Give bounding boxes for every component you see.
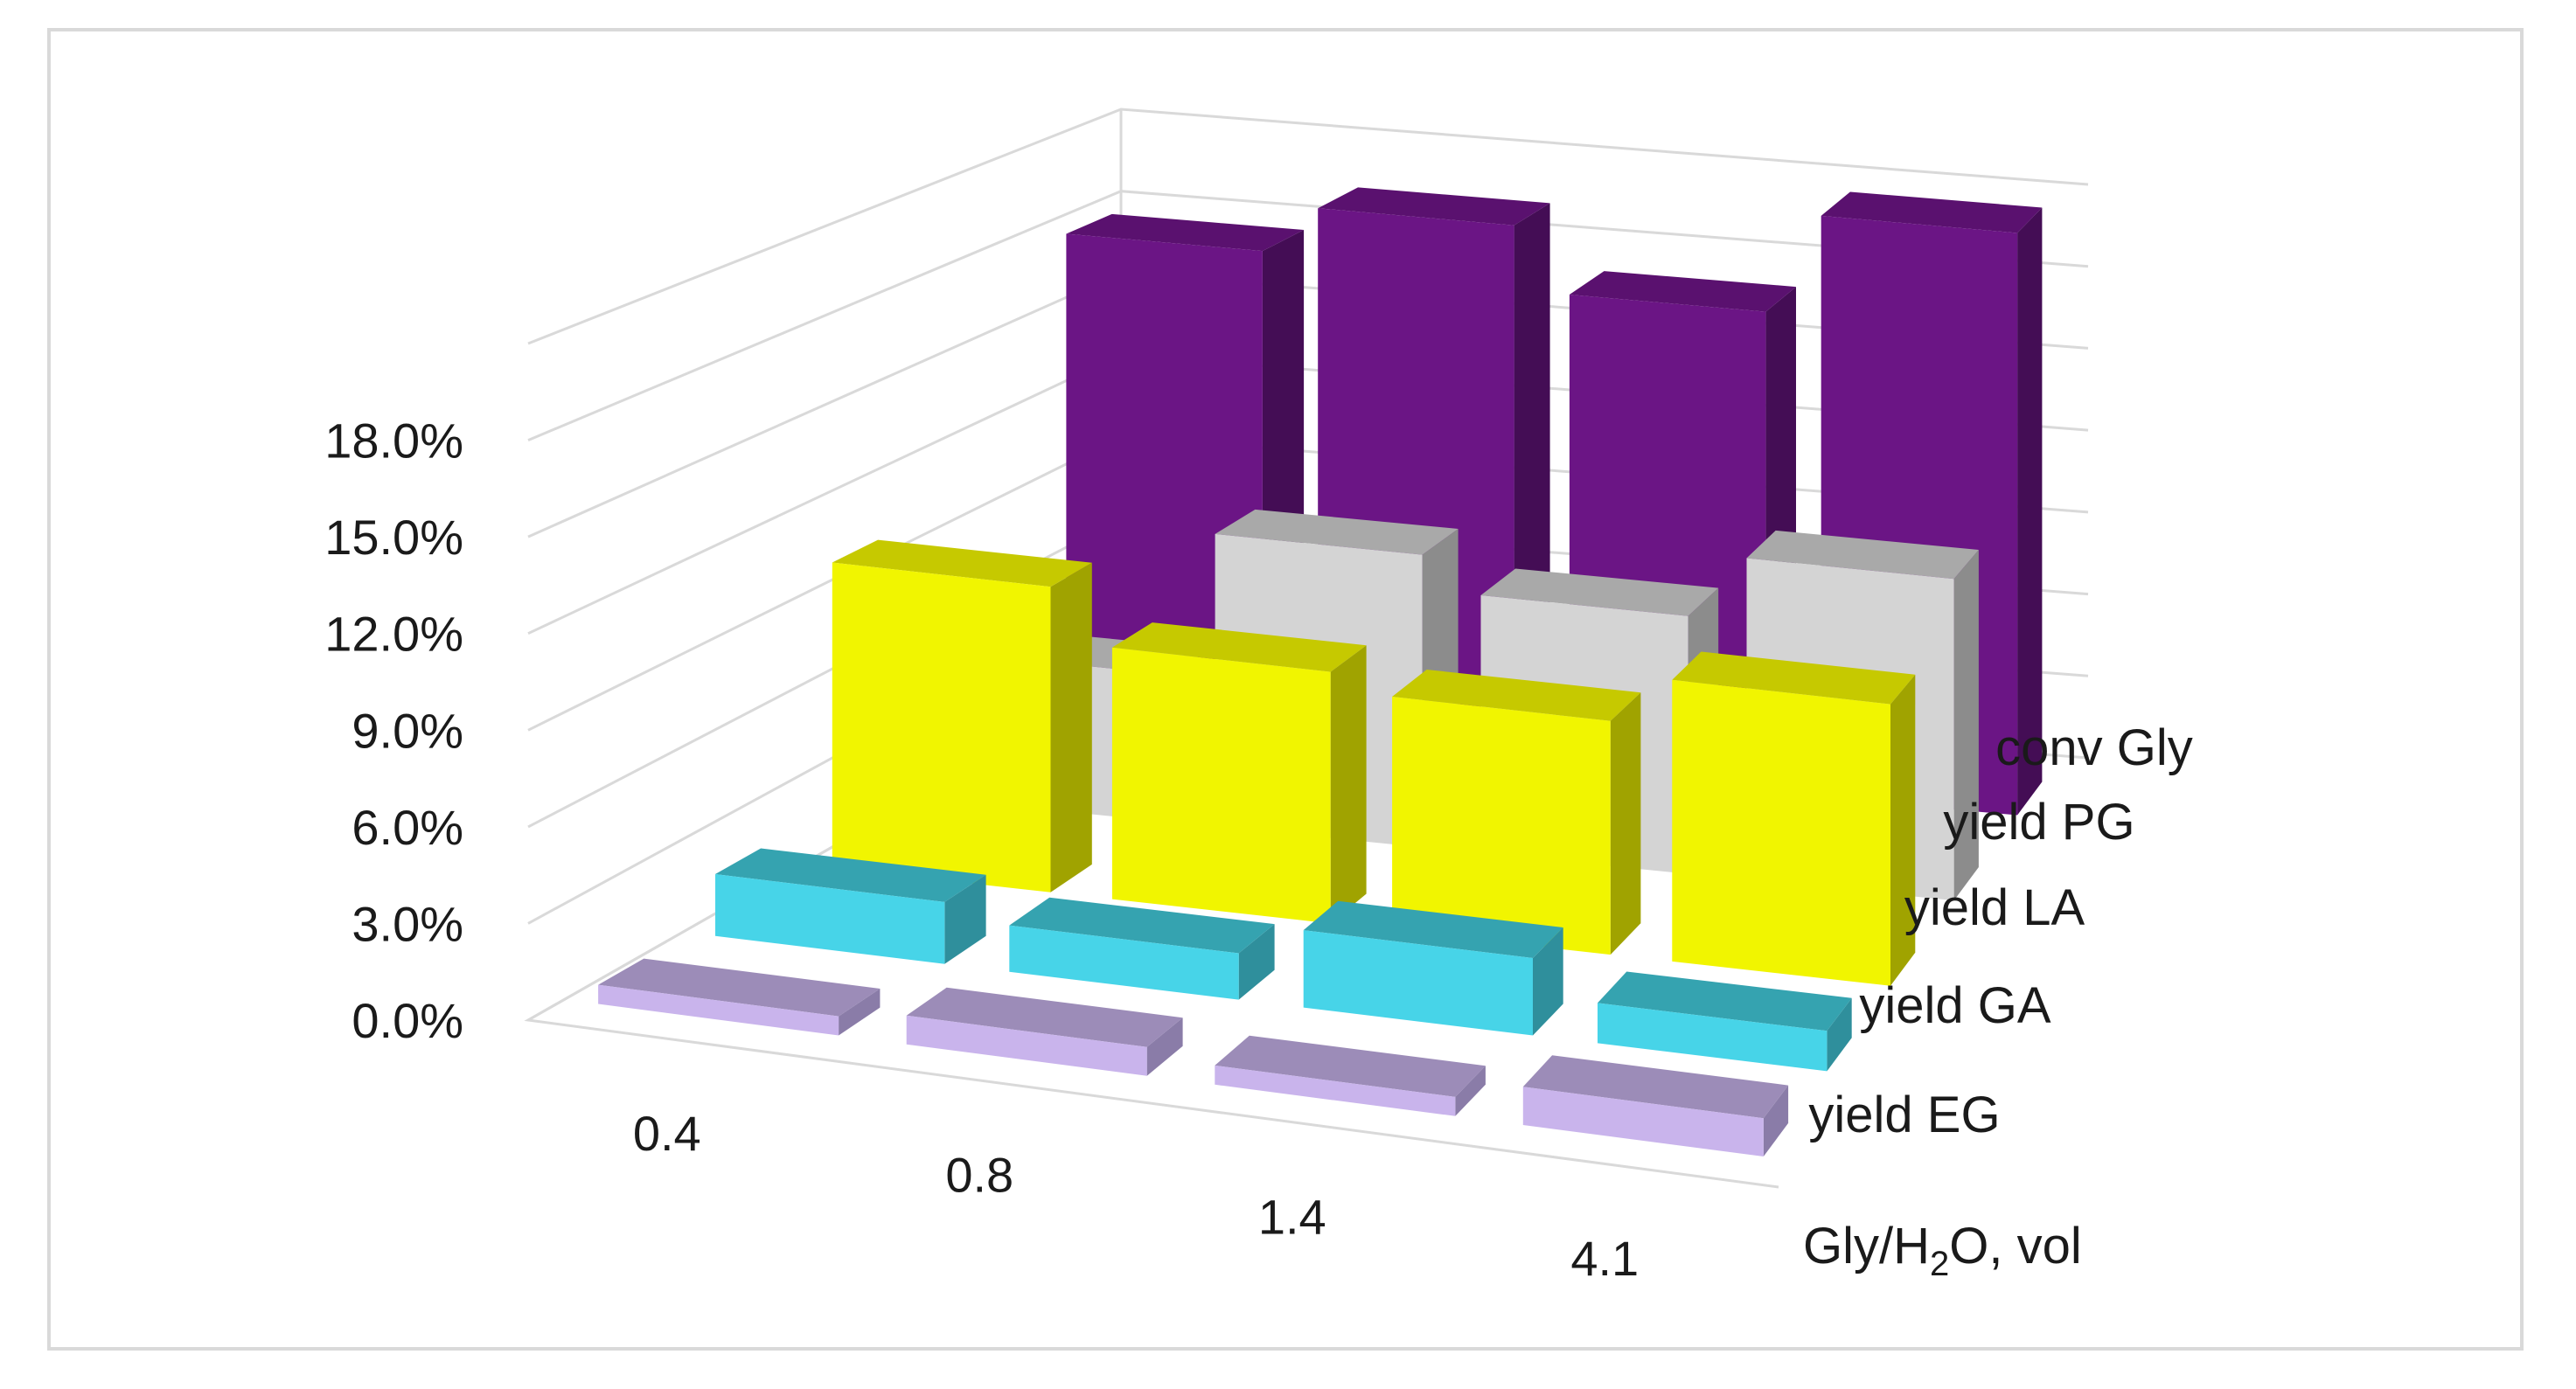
bar-top (1569, 271, 1796, 312)
bar-top (1598, 971, 1852, 1031)
bar-front (1598, 1003, 1828, 1072)
series-label: yield PG (1943, 794, 2134, 851)
bar-yield-ga-0 (715, 848, 986, 964)
y-tick-label: 18.0% (324, 413, 463, 469)
bar-front (1009, 925, 1239, 1000)
bar-side (1238, 924, 1275, 1000)
bar-front (1522, 1087, 1764, 1156)
bar-side (1763, 1085, 1789, 1156)
bar-top (906, 987, 1183, 1047)
bar-side (1330, 645, 1367, 924)
y-tick-label: 9.0% (352, 703, 463, 758)
bar-top (1215, 1035, 1486, 1097)
bar-yield-eg-1 (906, 987, 1183, 1076)
bar-side (944, 874, 986, 964)
bar-front (598, 984, 839, 1036)
series-label: yield GA (1859, 977, 2051, 1034)
bar-yield-eg-3 (1522, 1055, 1789, 1156)
bar-top (715, 848, 986, 902)
category-label: 4.1 (1570, 1231, 1639, 1286)
bar-side (1455, 1066, 1486, 1116)
bar-front (1672, 679, 1890, 986)
y-tick-label: 6.0% (352, 800, 463, 855)
bar-side (1050, 562, 1092, 892)
bar-top (1318, 187, 1550, 226)
bars (598, 187, 2043, 1156)
bar-side (1827, 997, 1852, 1072)
bar-front (1111, 647, 1331, 924)
bar-front (1215, 1065, 1456, 1116)
bar-top (598, 958, 881, 1017)
bar-front (906, 1015, 1147, 1076)
x-axis-title: Gly/H2O, vol (1803, 1218, 2082, 1283)
bar-yield-la-3 (1672, 651, 1916, 986)
y-tick-label: 12.0% (324, 607, 463, 662)
bar-front (1303, 930, 1533, 1036)
series-label: yield EG (1808, 1087, 2000, 1143)
bar-side (1533, 927, 1563, 1036)
y-tick-label: 3.0% (352, 896, 463, 951)
bar-front (715, 874, 945, 964)
bar-yield-ga-3 (1598, 971, 1852, 1072)
category-label: 0.8 (945, 1148, 1013, 1203)
bar-top (1821, 191, 2043, 233)
bar-side (1610, 692, 1641, 955)
bar-yield-ga-1 (1009, 897, 1275, 1000)
bar-top (1746, 530, 1979, 580)
bar-top (1066, 213, 1305, 252)
bar-side (1146, 1017, 1183, 1076)
bar-front (1392, 697, 1611, 955)
bar-yield-la-0 (832, 539, 1092, 892)
bar-yield-eg-2 (1215, 1035, 1486, 1116)
bar-top (1672, 651, 1916, 705)
bar-top (832, 539, 1092, 587)
bar-yield-ga-2 (1303, 900, 1563, 1036)
bar-yield-eg-0 (598, 958, 881, 1036)
bar-top (1009, 897, 1275, 954)
bar-top (1392, 670, 1641, 721)
bar-yield-la-2 (1392, 670, 1641, 955)
bar-top (1480, 568, 1719, 616)
labels: 0.0% 3.0% 6.0% 9.0% 12.0% 15.0% 18.0% 0.4 0.8 1.4… (324, 413, 2193, 1287)
category-label: 0.4 (633, 1106, 701, 1161)
bar-side (1890, 674, 1916, 986)
bar-side (839, 989, 881, 1036)
bar-top (1522, 1055, 1789, 1119)
category-label: 1.4 (1258, 1189, 1326, 1244)
bar-top (1215, 509, 1459, 555)
bar-top (1303, 900, 1563, 958)
bar-front (832, 562, 1051, 892)
bar-side (1953, 550, 1979, 901)
bar-side (2017, 207, 2043, 816)
series-label: conv Gly (1995, 719, 2193, 776)
bar-yield-la-1 (1111, 622, 1367, 924)
bar-top (1111, 622, 1367, 672)
series-label: yield LA (1904, 879, 2085, 936)
bar-front (1066, 233, 1263, 749)
y-tick-label: 0.0% (352, 993, 463, 1048)
y-tick-label: 15.0% (324, 510, 463, 565)
